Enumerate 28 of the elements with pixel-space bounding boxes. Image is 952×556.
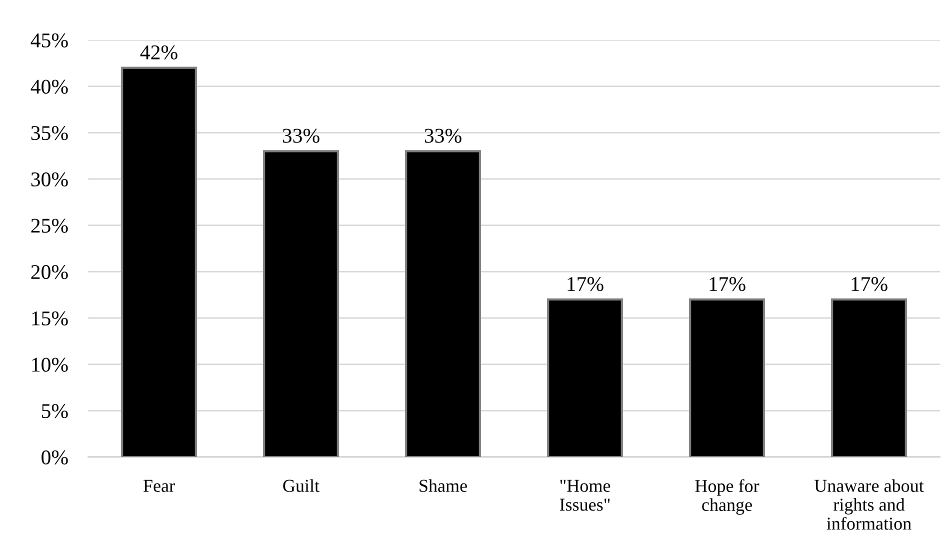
data-label: 17%: [568, 277, 604, 292]
bar: [831, 298, 907, 457]
y-tick-label: 45%: [30, 33, 68, 48]
data-label: 33%: [282, 128, 320, 143]
x-tick-label: Unaware about rights and information: [814, 479, 924, 530]
y-tick-label: 30%: [31, 172, 68, 186]
x-tick-label: "Home Issues": [560, 480, 610, 511]
y-tick-label: 15%: [32, 311, 68, 326]
y-tick-label: 10%: [32, 358, 68, 372]
data-label: 17%: [710, 277, 746, 292]
bar: [547, 298, 623, 457]
x-tick-label: Fear: [143, 480, 175, 492]
y-tick-label: 20%: [31, 265, 68, 280]
y-tick-label: 35%: [31, 126, 68, 140]
data-label: 17%: [852, 277, 888, 292]
x-tick-label: Shame: [420, 479, 467, 492]
y-tick-label: 25%: [31, 218, 68, 233]
bar: [121, 66, 197, 457]
bar: [263, 150, 339, 457]
y-tick-label: 5%: [42, 404, 68, 418]
bar: [405, 150, 481, 457]
data-label: 42%: [140, 45, 178, 60]
data-label: 33%: [424, 128, 462, 143]
bar: [689, 298, 765, 457]
y-tick-label: 0%: [42, 450, 68, 464]
x-tick-label: Hope for change: [695, 479, 760, 515]
x-tick-label: Guilt: [283, 479, 320, 492]
y-tick-label: 40%: [30, 80, 68, 94]
